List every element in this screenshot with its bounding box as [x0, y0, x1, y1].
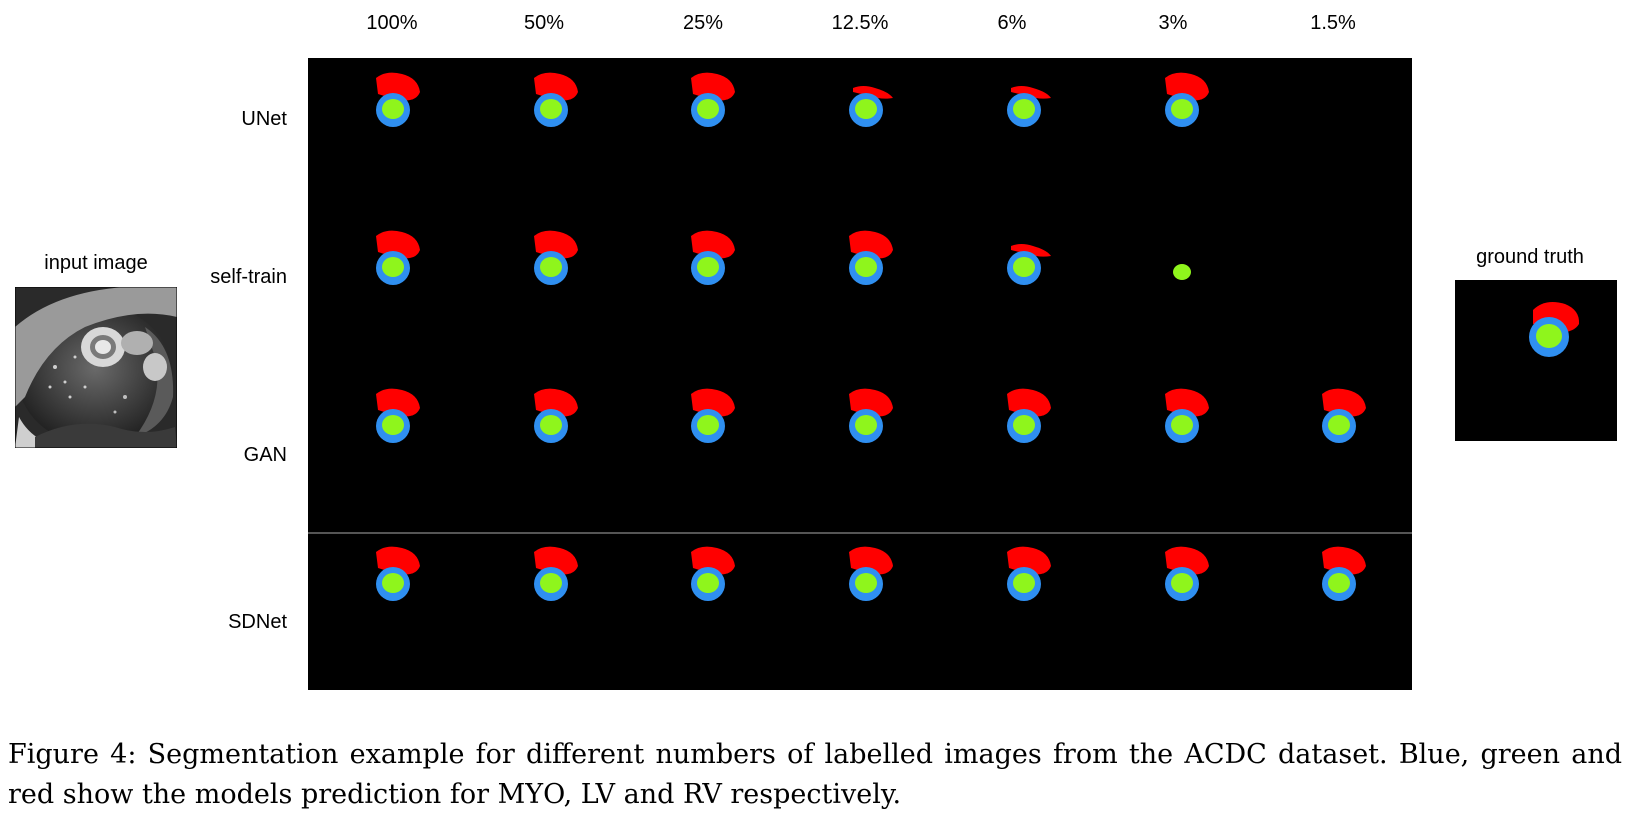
segmentation-cell — [1254, 58, 1411, 215]
row-label: self-train — [210, 266, 287, 288]
segmentation-mask — [376, 230, 420, 285]
segmentation-mask — [849, 86, 894, 127]
segmentation-mask — [1164, 546, 1209, 601]
segmentation-cell — [308, 58, 465, 215]
column-header: 3% — [1158, 12, 1188, 34]
segmentation-mask — [691, 72, 736, 127]
segmentation-mask — [1006, 244, 1051, 285]
segmentation-mask — [1322, 388, 1367, 443]
segmentation-mask — [691, 230, 736, 285]
input-image — [14, 286, 178, 449]
segmentation-mask — [849, 546, 894, 601]
segmentation-cell — [781, 374, 938, 531]
segmentation-cell — [308, 532, 465, 689]
segmentation-mask — [849, 388, 894, 443]
segmentation-cell — [466, 374, 623, 531]
segmentation-mask — [1172, 264, 1191, 280]
segmentation-mask — [1006, 388, 1051, 443]
segmentation-mask — [376, 388, 420, 443]
segmentation-cell — [1097, 58, 1254, 215]
ground-truth-image — [1455, 280, 1617, 441]
row-label: GAN — [243, 444, 287, 466]
row-label: UNet — [241, 108, 287, 130]
segmentation-cell — [939, 374, 1096, 531]
segmentation-mask — [1322, 546, 1367, 601]
segmentation-cell — [623, 58, 780, 215]
segmentation-mask — [849, 230, 894, 285]
segmentation-cell — [781, 216, 938, 373]
segmentation-cell — [308, 216, 465, 373]
ground-truth-segmentation — [1529, 302, 1580, 357]
row-divider — [308, 532, 1412, 534]
segmentation-mask — [533, 72, 578, 127]
segmentation-mask — [533, 388, 578, 443]
segmentation-cell — [623, 216, 780, 373]
segmentation-cell — [623, 374, 780, 531]
segmentation-cell — [1254, 216, 1411, 373]
segmentation-mask — [1254, 58, 1411, 215]
segmentation-cell — [781, 58, 938, 215]
ground-truth-label: ground truth — [1476, 246, 1584, 268]
segmentation-mask — [376, 72, 420, 127]
segmentation-mask — [533, 230, 578, 285]
segmentation-cell — [1097, 532, 1254, 689]
segmentation-grid — [308, 58, 1412, 690]
column-header: 1.5% — [1310, 12, 1356, 34]
segmentation-cell — [939, 532, 1096, 689]
column-header: 100% — [366, 12, 418, 34]
segmentation-mask — [1006, 86, 1051, 127]
segmentation-mask — [1006, 546, 1051, 601]
column-header: 50% — [523, 12, 565, 34]
segmentation-mask — [533, 546, 578, 601]
segmentation-mask — [691, 388, 736, 443]
segmentation-cell — [1097, 374, 1254, 531]
column-header: 25% — [682, 12, 724, 34]
segmentation-mask — [1164, 72, 1209, 127]
segmentation-cell — [466, 216, 623, 373]
mri-image — [14, 286, 178, 449]
segmentation-cell — [308, 374, 465, 531]
input-image-label: input image — [44, 252, 148, 274]
segmentation-cell — [939, 216, 1096, 373]
column-header: 12.5% — [831, 12, 889, 34]
segmentation-cell — [1097, 216, 1254, 373]
segmentation-cell — [939, 58, 1096, 215]
segmentation-mask — [691, 546, 736, 601]
segmentation-cell — [466, 58, 623, 215]
row-label: SDNet — [228, 611, 287, 633]
segmentation-mask — [376, 546, 420, 601]
segmentation-cell — [781, 532, 938, 689]
segmentation-cell — [623, 532, 780, 689]
column-header: 6% — [997, 12, 1027, 34]
figure-caption: Figure 4: Segmentation example for diffe… — [8, 739, 1622, 810]
segmentation-cell — [466, 532, 623, 689]
segmentation-mask — [1164, 388, 1209, 443]
segmentation-mask — [1254, 216, 1411, 373]
segmentation-cell — [1254, 532, 1411, 689]
segmentation-cell — [1254, 374, 1411, 531]
